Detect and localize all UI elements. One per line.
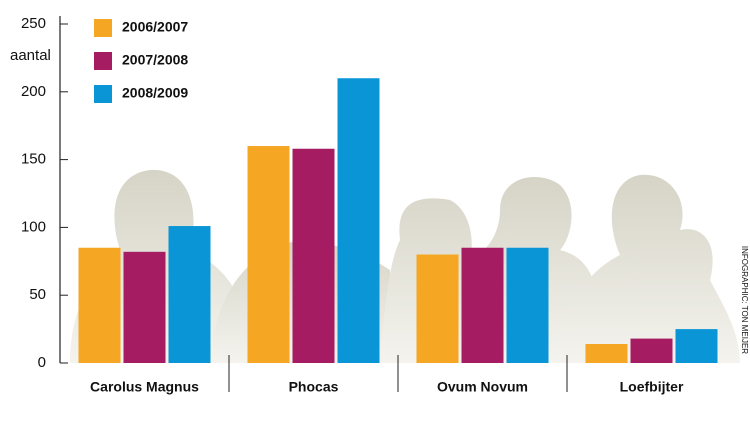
bar: [507, 248, 549, 363]
legend-swatch: [94, 19, 112, 37]
bar: [586, 344, 628, 363]
legend-label: 2007/2008: [122, 52, 188, 68]
legend-swatch: [94, 85, 112, 103]
chart: aantal 2006/2007 2007/2008 2008/2009 INFOG…: [0, 0, 750, 424]
y-axis-title: aantal: [10, 47, 51, 64]
y-tick-label: 100: [21, 218, 46, 235]
y-tick-label: 0: [38, 354, 46, 371]
x-tick-label: Loefbijter: [620, 379, 684, 395]
bar: [169, 226, 211, 363]
bar: [124, 252, 166, 363]
x-tick-label: Phocas: [289, 379, 339, 395]
bar: [676, 329, 718, 363]
legend: 2006/2007 2007/2008 2008/2009: [94, 19, 188, 103]
bar: [417, 255, 459, 363]
y-tick-label: 200: [21, 83, 46, 100]
bar: [248, 146, 290, 363]
bar: [631, 339, 673, 363]
y-tick-label: 150: [21, 151, 46, 168]
y-tick-label: 50: [29, 286, 46, 303]
bar: [79, 248, 121, 363]
x-tick-label: Ovum Novum: [437, 379, 528, 395]
credit: INFOGRAPHIC: TON MEIJER: [740, 246, 749, 354]
bar: [338, 78, 380, 363]
y-tick-label: 250: [21, 15, 46, 32]
legend-label: 2008/2009: [122, 85, 188, 101]
x-tick-label: Carolus Magnus: [90, 379, 199, 395]
bar: [293, 149, 335, 363]
legend-label: 2006/2007: [122, 19, 188, 35]
legend-swatch: [94, 52, 112, 70]
bar: [462, 248, 504, 363]
